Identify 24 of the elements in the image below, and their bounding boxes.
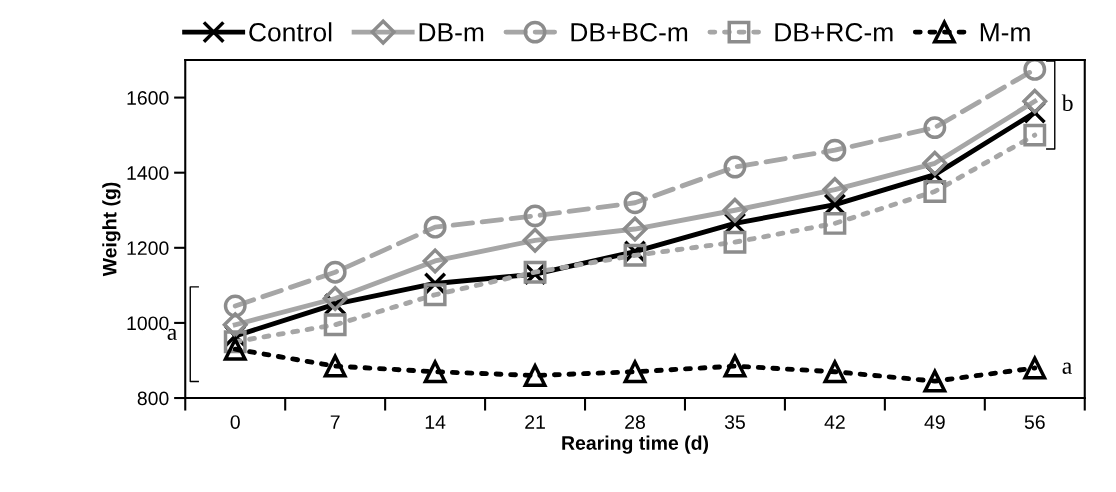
- y-tick-label: 1200: [127, 241, 169, 256]
- y-tick-label: 1600: [127, 91, 169, 105]
- y-tick-label: 800: [137, 391, 169, 406]
- annotation: a: [1062, 362, 1072, 374]
- legend-label: DB+BC-m: [571, 22, 688, 42]
- x-tick-label: 21: [525, 415, 545, 429]
- legend-label: DB-m: [419, 23, 484, 42]
- x-tick-label: 0: [230, 415, 240, 429]
- annotation: a: [167, 328, 177, 341]
- x-tick-label: 42: [824, 415, 845, 429]
- x-tick-label: 49: [924, 415, 945, 429]
- x-tick-label: 35: [724, 415, 745, 429]
- legend-label: DB+RC-m: [775, 22, 893, 42]
- x-tick-label: 14: [425, 415, 446, 429]
- y-tick-label: 1400: [127, 166, 169, 180]
- y-axis-title: Weight (g): [102, 182, 121, 277]
- x-tick-label: 28: [625, 415, 645, 429]
- y-tick-label: 1000: [127, 316, 169, 331]
- legend-label: Control: [249, 22, 332, 42]
- legend-label: M-m: [980, 23, 1030, 42]
- annotation: b: [1061, 94, 1073, 111]
- x-axis-title: Rearing time (d): [562, 435, 709, 454]
- x-tick-label: 7: [330, 415, 340, 429]
- x-tick-label: 56: [1024, 415, 1045, 429]
